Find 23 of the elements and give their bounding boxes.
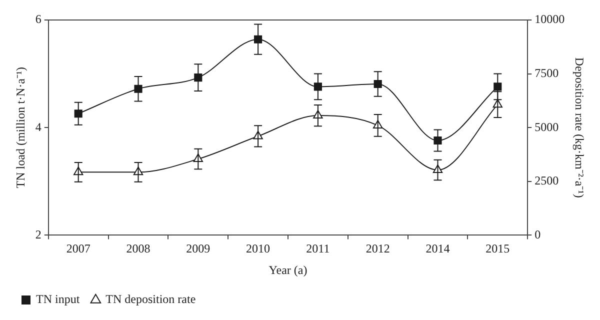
x-tick-label: 2014 [426,242,450,256]
y2-axis-title: Deposition rate (kg·km⁻²·a⁻¹) [572,57,587,198]
x-tick-label: 2010 [246,242,270,256]
y2-tick-label: 2500 [534,174,559,188]
x-axis-title: Year (a) [268,262,308,277]
y-tick-label: 2 [35,227,42,242]
x-tick-label: 2009 [186,242,210,256]
y-tick-label: 4 [35,120,42,134]
point [134,84,142,93]
y2-tick-label: 10000 [534,12,565,26]
legend-label: TN deposition rate [106,292,196,306]
x-tick-label: 2015 [486,242,510,256]
legend-label: TN input [36,292,80,306]
y2-tick-label: 0 [534,227,541,242]
x-tick-label: 2011 [306,242,330,256]
y-tick-label: 6 [35,12,42,26]
point [434,136,442,145]
x-tick-label: 2007 [66,242,90,256]
x-tick-label: 2008 [126,242,150,256]
y2-tick-label: 7500 [534,66,559,80]
x-tick-label: 2012 [366,242,390,256]
y-axis-title: TN load (million t·N·a⁻¹) [13,66,28,188]
y2-tick-label: 5000 [534,120,559,134]
